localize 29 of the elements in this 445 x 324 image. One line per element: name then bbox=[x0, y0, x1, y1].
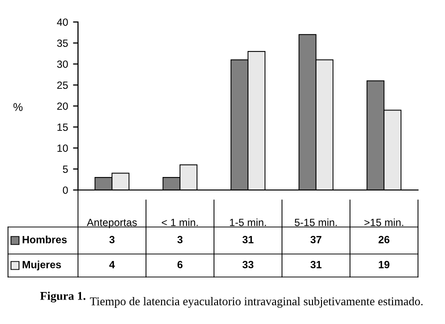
x-tick-label: 1-5 min. bbox=[230, 218, 266, 226]
data-label: 31 bbox=[310, 260, 322, 268]
y-tick-label: 35 bbox=[57, 40, 68, 47]
x-tick-label: Anteportas bbox=[86, 218, 137, 228]
legend-label: Mujeres bbox=[22, 260, 61, 270]
y-tick-label: 10 bbox=[57, 144, 68, 152]
y-tick-label: 5 bbox=[62, 166, 68, 173]
y-axis-title: % bbox=[13, 103, 23, 111]
data-label: 26 bbox=[378, 236, 390, 244]
y-tick-label: 0 bbox=[62, 186, 68, 194]
x-tick-label: < 1 min. bbox=[162, 218, 198, 226]
data-label: 3 bbox=[109, 236, 115, 244]
x-tick-label: 5-15 min. bbox=[294, 218, 337, 226]
y-tick-label: 15 bbox=[57, 124, 68, 131]
data-label: 4 bbox=[109, 261, 115, 268]
data-label: 31 bbox=[242, 236, 254, 244]
data-label: 19 bbox=[378, 260, 390, 268]
y-tick-label: 40 bbox=[56, 18, 68, 26]
data-label: 6 bbox=[177, 260, 183, 268]
data-label: 33 bbox=[242, 260, 254, 268]
data-label: 3 bbox=[177, 236, 183, 244]
text: Figura 1. bbox=[40, 292, 86, 302]
y-tick-label: 20 bbox=[57, 102, 68, 110]
x-tick-label: >15 min. bbox=[364, 218, 404, 226]
y-tick-label: 30 bbox=[57, 60, 68, 68]
text: Tiempo de latencia eyaculatorio intravaginal subjetivamente estimado. bbox=[90, 297, 423, 308]
y-tick-label: 25 bbox=[57, 82, 68, 89]
legend-label: Hombres bbox=[22, 236, 67, 244]
data-label: 37 bbox=[310, 236, 322, 244]
